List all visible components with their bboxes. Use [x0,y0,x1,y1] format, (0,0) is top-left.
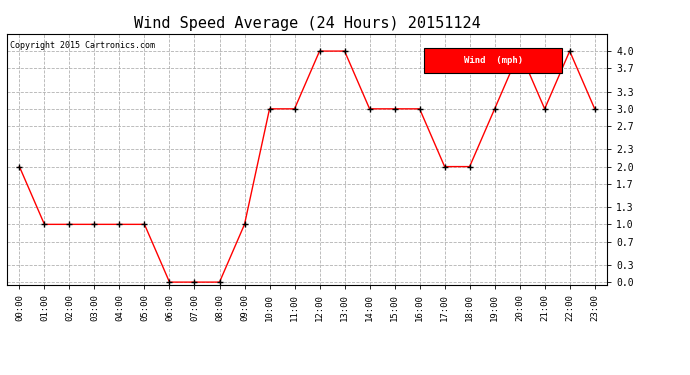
Text: Copyright 2015 Cartronics.com: Copyright 2015 Cartronics.com [10,41,155,50]
FancyBboxPatch shape [424,48,562,73]
Title: Wind Speed Average (24 Hours) 20151124: Wind Speed Average (24 Hours) 20151124 [134,16,480,31]
Text: Wind  (mph): Wind (mph) [464,56,523,64]
